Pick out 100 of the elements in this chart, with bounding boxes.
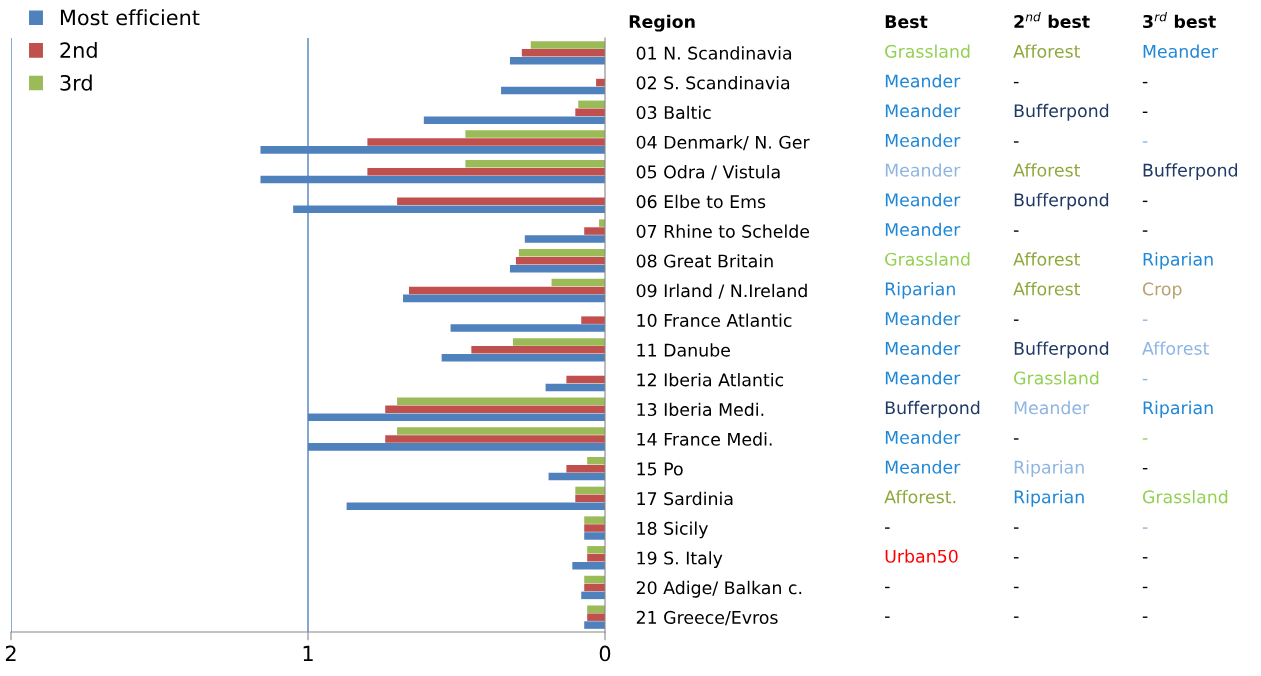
bar (551, 278, 605, 287)
text: Meander (885, 430, 961, 444)
bar (572, 561, 605, 570)
y-tick-label: 15 Po (637, 462, 683, 476)
text: Afforest (1013, 252, 1081, 266)
bar (566, 375, 605, 384)
x-tick-label: 1 (303, 645, 313, 662)
bar (397, 197, 605, 206)
text: - (1142, 141, 1148, 143)
bar (521, 49, 605, 57)
bar (397, 427, 605, 435)
bar (530, 41, 605, 49)
y-tick-label: 03 Baltic (636, 105, 711, 120)
text: - (885, 586, 890, 589)
text: Riparian (1014, 460, 1084, 478)
bar (512, 338, 605, 346)
text: Meander (885, 311, 961, 326)
text: Riparian (1143, 400, 1213, 418)
text: Bufferpond (1014, 103, 1109, 121)
text: Grassland (1014, 371, 1099, 385)
bar (367, 138, 605, 146)
y-tick-label: 21 Greece/Evros (636, 610, 778, 626)
y-tick-label: 08 Great Britain (636, 254, 773, 268)
y-tick-label: 07 Rhine to Schelde (636, 224, 810, 238)
y-tick-label: 01 N. Scandinavia (636, 46, 792, 60)
text: Afforest (1013, 44, 1081, 58)
bar (465, 130, 605, 138)
bar (385, 405, 605, 414)
text: - (1142, 319, 1148, 321)
text: Afforest (1013, 163, 1081, 177)
category-label: 3$^{rd}$ best (1143, 11, 1216, 29)
bar (408, 286, 605, 295)
bar (584, 583, 605, 592)
text: Meander (885, 341, 961, 355)
bar (423, 116, 605, 124)
text: - (1142, 81, 1148, 84)
text: - (1142, 111, 1148, 113)
text: Meander (885, 74, 961, 88)
y-tick-label: 20 Adige/ Balkan c. (636, 580, 802, 598)
y-axis-title: Region (629, 14, 695, 32)
text: - (1142, 467, 1148, 470)
text: Meander (885, 103, 961, 118)
text: - (1142, 378, 1148, 381)
text: - (1142, 230, 1148, 232)
legend-label: 3rd (60, 74, 92, 91)
bar (403, 294, 605, 303)
text: - (1013, 81, 1019, 84)
bar (584, 516, 605, 524)
bar (441, 354, 605, 362)
text: Urban50 (885, 549, 958, 563)
bar (367, 167, 605, 176)
y-tick-label: 04 Denmark/ N. Ger (636, 135, 810, 151)
bar (575, 486, 605, 495)
text: Grassland (1142, 489, 1228, 504)
text: Meander (1143, 44, 1219, 58)
bar (346, 502, 605, 511)
bar (581, 316, 605, 324)
text: Crop (1142, 282, 1182, 299)
bar (584, 575, 605, 584)
text: - (1013, 527, 1019, 529)
y-tick-label: 14 France Medi. (637, 432, 772, 446)
bar (584, 621, 605, 629)
text: - (1013, 557, 1019, 559)
bar (587, 546, 605, 554)
text: - (1013, 319, 1019, 321)
text: Meander (885, 133, 961, 147)
bar (584, 524, 605, 532)
y-tick-label: 11 Danube (637, 343, 730, 357)
y-tick-label: 09 Irland / N.Ireland (636, 283, 807, 299)
bar (465, 159, 605, 168)
bar (471, 346, 605, 354)
category-label: Best (885, 15, 928, 29)
text: Riparian (1143, 252, 1213, 270)
bar (385, 435, 605, 443)
text: Afforest. (884, 489, 956, 504)
text: - (885, 616, 890, 618)
text: - (1142, 527, 1148, 529)
bar (587, 605, 605, 613)
legend-label: 2nd (60, 41, 97, 59)
text: Riparian (1014, 489, 1084, 507)
bar (501, 86, 605, 95)
bar (515, 256, 605, 265)
text: Meander (1014, 400, 1090, 415)
text: - (1013, 586, 1019, 589)
text: - (1142, 586, 1148, 589)
bar (518, 249, 605, 257)
text: - (1142, 200, 1148, 203)
bar (578, 100, 605, 109)
bar (524, 235, 605, 243)
text: Afforest (1142, 341, 1209, 355)
text: Grassland (885, 44, 970, 58)
y-tick-label: 10 France Atlantic (637, 313, 792, 327)
text: - (1142, 557, 1148, 559)
y-tick-label: 18 Sicily (637, 521, 708, 539)
text: - (1142, 616, 1148, 618)
text: Grassland (885, 252, 970, 266)
bar (509, 264, 605, 273)
text: - (1142, 438, 1148, 440)
text: - (1013, 616, 1019, 618)
text: Bufferpond (885, 400, 980, 418)
